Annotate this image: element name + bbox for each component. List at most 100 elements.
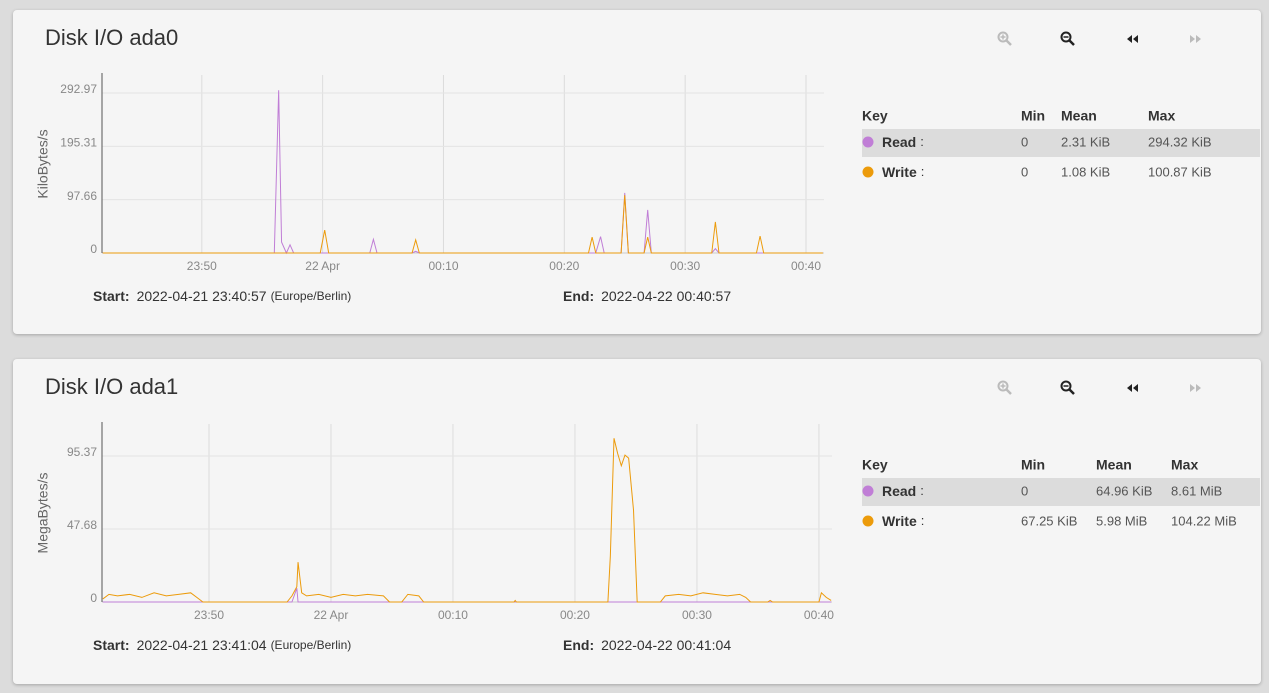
rewind-button[interactable] (1127, 384, 1138, 392)
x-tick-label: 00:40 (804, 608, 834, 622)
panel: Disk I/O ada0 23:50 22 Apr 00:10 00:20 00:30 0… (13, 10, 1261, 334)
separator: : (920, 483, 924, 498)
x-tick-label: 22 Apr (305, 259, 340, 273)
series-name: Write (882, 164, 917, 180)
legend-mean: 2.31 KiB (1061, 134, 1110, 149)
y-axis-label: KiloBytes/s (35, 129, 51, 198)
zoom-in-button[interactable] (997, 31, 1012, 46)
icon-arrows (1127, 384, 1138, 392)
x-tick-label: 22 Apr (314, 608, 349, 622)
icon-handle (1005, 388, 1012, 395)
legend-key: Read: (882, 483, 924, 499)
y-tick-label: 97.66 (67, 189, 97, 203)
start-text: Start: 2022-04-21 23:41:04 (Europe/Berlin) (93, 637, 351, 653)
separator: : (921, 164, 925, 179)
series-name: Read (882, 483, 916, 499)
panel-title: Disk I/O ada0 (45, 25, 178, 50)
legend-max: 294.32 KiB (1148, 134, 1212, 149)
icon-lens (1060, 380, 1072, 392)
y-tick-label: 292.97 (60, 82, 97, 96)
legend-header: Mean (1096, 457, 1132, 473)
separator: : (921, 513, 925, 528)
icon-handle (1068, 39, 1075, 46)
x-tick-label: 00:20 (549, 259, 579, 273)
separator: : (920, 134, 924, 149)
timezone: (Europe/Berlin) (271, 638, 352, 652)
y-tick-label: 0 (90, 591, 97, 605)
icon-handle (1068, 388, 1075, 395)
series-line (102, 90, 823, 255)
legend-swatch (862, 166, 874, 178)
panel-canvas: Disk I/O ada0 23:50 22 Apr 00:10 00:20 00:30 0… (35, 25, 1260, 304)
legend-max: 100.87 KiB (1148, 164, 1212, 179)
x-tick-label: 00:30 (682, 608, 712, 622)
y-axis-label: MegaBytes/s (35, 473, 51, 554)
y-tick-label: 47.68 (67, 518, 97, 532)
legend-swatch (862, 136, 874, 148)
y-tick-label: 195.31 (60, 136, 97, 150)
legend-max: 104.22 MiB (1171, 513, 1237, 528)
legend-header: Key (862, 457, 888, 473)
icon-lens (1060, 31, 1072, 43)
end-text: End: 2022-04-22 00:41:04 (563, 637, 731, 653)
timezone: (Europe/Berlin) (271, 289, 352, 303)
legend-key: Read: (882, 134, 924, 150)
end-value: 2022-04-22 00:41:04 (601, 637, 731, 653)
y-tick-label: 95.37 (67, 445, 97, 459)
icon-arrows (1190, 384, 1201, 392)
series-name: Read (882, 134, 916, 150)
rewind-button[interactable] (1127, 35, 1138, 43)
end-label: End: (563, 288, 594, 304)
end-value: 2022-04-22 00:40:57 (601, 288, 731, 304)
legend-key: Write: (882, 513, 924, 529)
start-value: 2022-04-21 23:40:57 (137, 288, 267, 304)
end-label: End: (563, 637, 594, 653)
zoom-in-button[interactable] (997, 380, 1012, 395)
legend-header: Min (1021, 108, 1045, 124)
legend-mean: 5.98 MiB (1096, 513, 1147, 528)
legend-mean: 1.08 KiB (1061, 164, 1110, 179)
x-tick-label: 00:30 (670, 259, 700, 273)
legend-header: Min (1021, 457, 1045, 473)
y-tick-label: 0 (90, 242, 97, 256)
icon-handle (1005, 39, 1012, 46)
legend-min: 67.25 KiB (1021, 513, 1077, 528)
x-tick-label: 00:10 (428, 259, 458, 273)
icon-lens (997, 31, 1009, 43)
start-label: Start: (93, 637, 130, 653)
legend-key: Write: (882, 164, 924, 180)
zoom-out-button[interactable] (1060, 31, 1075, 46)
zoom-out-button[interactable] (1060, 380, 1075, 395)
end-text: End: 2022-04-22 00:40:57 (563, 288, 731, 304)
legend-mean: 64.96 KiB (1096, 483, 1152, 498)
x-tick-label: 23:50 (194, 608, 224, 622)
forward-button[interactable] (1190, 35, 1201, 43)
panel-title: Disk I/O ada1 (45, 374, 178, 399)
legend-swatch (862, 515, 874, 527)
x-tick-label: 00:40 (791, 259, 821, 273)
icon-lens (997, 380, 1009, 392)
icon-arrows (1190, 35, 1201, 43)
series-line (102, 195, 823, 254)
legend-min: 0 (1021, 134, 1028, 149)
legend-swatch (862, 485, 874, 497)
start-value: 2022-04-21 23:41:04 (137, 637, 267, 653)
series-line (102, 438, 832, 603)
start-text: Start: 2022-04-21 23:40:57 (Europe/Berlin) (93, 288, 351, 304)
start-label: Start: (93, 288, 130, 304)
legend-row-highlight (862, 478, 1260, 506)
series-name: Write (882, 513, 917, 529)
x-tick-label: 23:50 (187, 259, 217, 273)
forward-button[interactable] (1190, 384, 1201, 392)
legend-min: 0 (1021, 483, 1028, 498)
icon-arrows (1127, 35, 1138, 43)
x-tick-label: 00:20 (560, 608, 590, 622)
x-tick-label: 00:10 (438, 608, 468, 622)
legend-max: 8.61 MiB (1171, 483, 1222, 498)
legend-header: Key (862, 108, 888, 124)
legend-header: Mean (1061, 108, 1097, 124)
panel-canvas: Disk I/O ada1 23:50 22 Apr 00:10 00:20 00:30 0… (35, 374, 1260, 653)
legend-row-highlight (862, 129, 1260, 157)
legend-min: 0 (1021, 164, 1028, 179)
